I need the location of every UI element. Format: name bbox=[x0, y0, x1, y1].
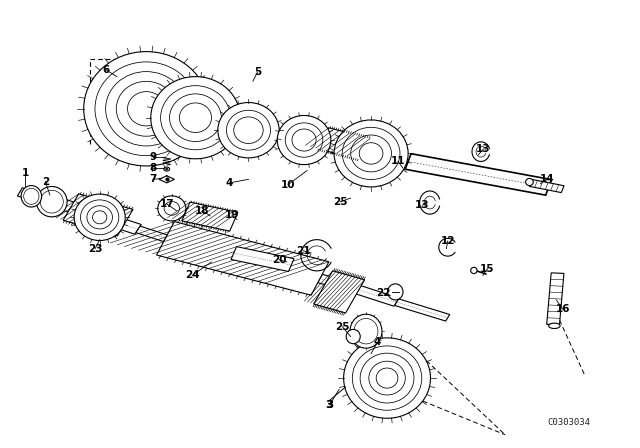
Text: 12: 12 bbox=[440, 236, 455, 246]
Ellipse shape bbox=[344, 338, 431, 418]
Polygon shape bbox=[136, 226, 168, 241]
Polygon shape bbox=[314, 271, 365, 313]
Text: 15: 15 bbox=[480, 264, 495, 274]
Ellipse shape bbox=[151, 77, 240, 159]
Text: C0303034: C0303034 bbox=[548, 418, 591, 427]
Ellipse shape bbox=[350, 314, 382, 348]
Text: 5: 5 bbox=[254, 67, 261, 77]
Text: 4: 4 bbox=[226, 178, 233, 188]
Polygon shape bbox=[182, 202, 238, 231]
Text: 25: 25 bbox=[333, 197, 348, 207]
Text: 19: 19 bbox=[225, 210, 239, 220]
Text: 10: 10 bbox=[281, 180, 295, 190]
Ellipse shape bbox=[21, 185, 42, 207]
Polygon shape bbox=[317, 274, 348, 290]
Polygon shape bbox=[529, 180, 564, 193]
Ellipse shape bbox=[470, 267, 477, 274]
Ellipse shape bbox=[218, 103, 279, 158]
Text: 13: 13 bbox=[415, 200, 429, 210]
Text: 22: 22 bbox=[376, 288, 391, 298]
Text: 1: 1 bbox=[21, 168, 29, 178]
Text: 6: 6 bbox=[102, 65, 109, 75]
Text: 24: 24 bbox=[185, 270, 200, 280]
Text: 16: 16 bbox=[556, 304, 570, 314]
Text: 2: 2 bbox=[42, 177, 49, 186]
Text: 17: 17 bbox=[159, 199, 174, 209]
Ellipse shape bbox=[388, 284, 403, 300]
Text: 20: 20 bbox=[272, 255, 286, 265]
Ellipse shape bbox=[74, 194, 125, 241]
Text: 23: 23 bbox=[88, 244, 102, 254]
Text: 14: 14 bbox=[540, 174, 554, 184]
Polygon shape bbox=[164, 235, 322, 282]
Ellipse shape bbox=[158, 196, 186, 221]
Polygon shape bbox=[231, 246, 294, 271]
Text: 7: 7 bbox=[149, 174, 156, 184]
Ellipse shape bbox=[548, 323, 560, 328]
Text: 9: 9 bbox=[149, 152, 156, 162]
Polygon shape bbox=[343, 282, 399, 306]
Text: 3: 3 bbox=[326, 400, 333, 410]
Polygon shape bbox=[405, 154, 552, 195]
Polygon shape bbox=[157, 222, 329, 295]
Polygon shape bbox=[395, 299, 450, 321]
Ellipse shape bbox=[36, 186, 67, 217]
Polygon shape bbox=[63, 194, 133, 236]
Ellipse shape bbox=[277, 116, 331, 164]
Text: 18: 18 bbox=[195, 206, 210, 215]
Text: 3: 3 bbox=[326, 400, 333, 410]
Ellipse shape bbox=[346, 329, 360, 344]
Text: 25: 25 bbox=[335, 322, 349, 332]
Ellipse shape bbox=[525, 178, 533, 185]
Ellipse shape bbox=[334, 120, 408, 187]
Text: 8: 8 bbox=[149, 163, 156, 173]
Text: 13: 13 bbox=[476, 144, 491, 154]
Ellipse shape bbox=[166, 168, 168, 170]
Polygon shape bbox=[58, 199, 141, 234]
Text: 21: 21 bbox=[296, 246, 310, 256]
Polygon shape bbox=[159, 176, 174, 183]
Ellipse shape bbox=[84, 52, 209, 166]
Polygon shape bbox=[317, 128, 370, 159]
Polygon shape bbox=[547, 273, 564, 325]
Text: 4: 4 bbox=[374, 337, 381, 347]
Ellipse shape bbox=[164, 167, 170, 171]
Text: 11: 11 bbox=[390, 156, 405, 167]
Polygon shape bbox=[17, 188, 64, 208]
